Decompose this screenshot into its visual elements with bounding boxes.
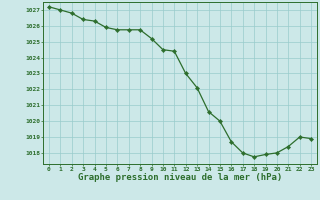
X-axis label: Graphe pression niveau de la mer (hPa): Graphe pression niveau de la mer (hPa) [78,173,282,182]
